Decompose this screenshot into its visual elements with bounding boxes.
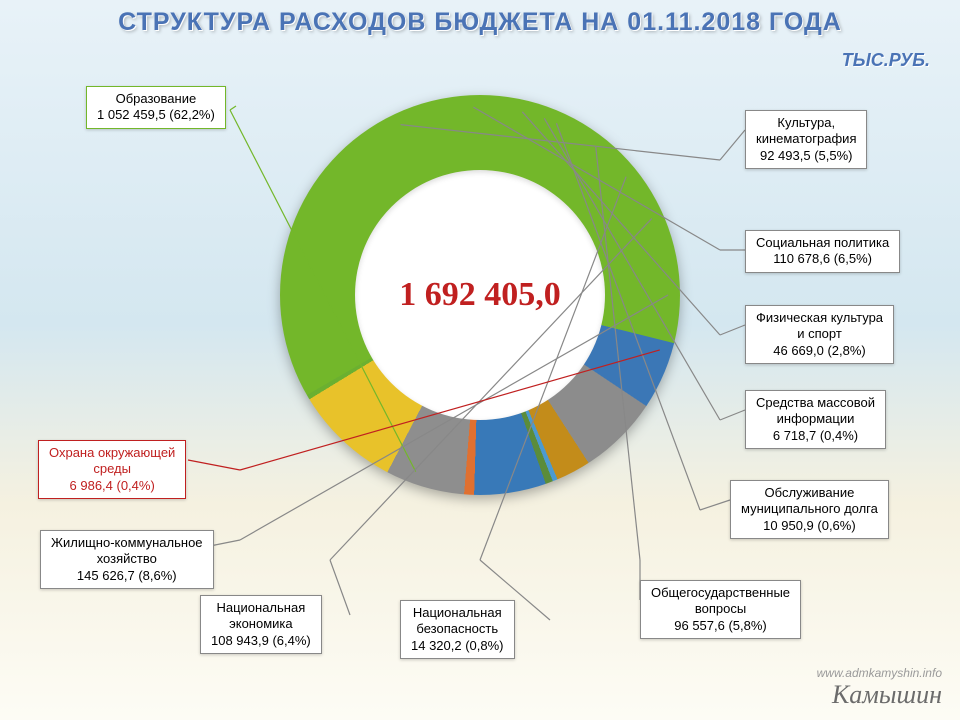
callout-5: Обслуживание муниципального долга 10 950… xyxy=(730,480,889,539)
source-url: www.admkamyshin.info xyxy=(817,666,942,680)
donut-chart: 1 692 405,0 xyxy=(280,95,680,495)
callout-9: Жилищно-коммунальное хозяйство 145 626,7… xyxy=(40,530,214,589)
subtitle: ТЫС.РУБ. xyxy=(842,50,930,71)
callout-2: Социальная политика 110 678,6 (6,5%) xyxy=(745,230,900,273)
callout-1: Культура, кинематография 92 493,5 (5,5%) xyxy=(745,110,867,169)
callout-8: Национальная экономика 108 943,9 (6,4%) xyxy=(200,595,322,654)
page-title: СТРУКТУРА РАСХОДОВ БЮДЖЕТА НА 01.11.2018… xyxy=(0,8,960,37)
callout-6: Общегосударственные вопросы 96 557,6 (5,… xyxy=(640,580,801,639)
center-total: 1 692 405,0 xyxy=(399,276,561,314)
callout-3: Физическая культура и спорт 46 669,0 (2,… xyxy=(745,305,894,364)
callout-0: Образование 1 052 459,5 (62,2%) xyxy=(86,86,226,129)
signature: Камышин xyxy=(832,680,942,710)
callout-10: Охрана окружающей среды 6 986,4 (0,4%) xyxy=(38,440,186,499)
callout-4: Средства массовой информации 6 718,7 (0,… xyxy=(745,390,886,449)
callout-7: Национальная безопасность 14 320,2 (0,8%… xyxy=(400,600,515,659)
